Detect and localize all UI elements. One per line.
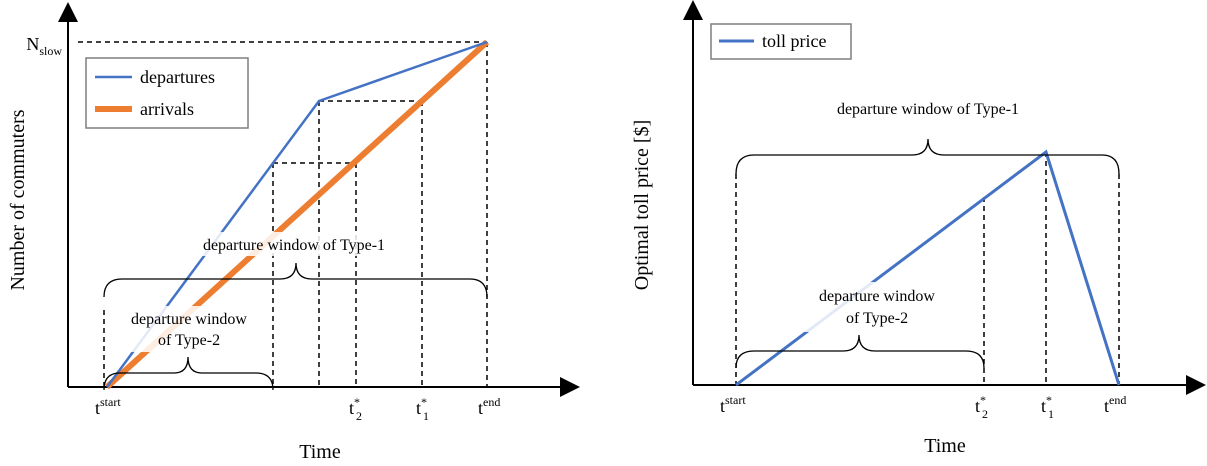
left-type2-annotation-line1: departure window <box>131 311 247 328</box>
right-type2-window-brace <box>735 334 985 369</box>
type2-window-brace <box>103 356 274 391</box>
right-tick-t1: t* <box>1041 393 1052 416</box>
left-tick-tstart: tstart <box>95 395 121 418</box>
left-tick-tend: tend <box>478 395 500 418</box>
right-y-axis-title: Optimal toll price [$] <box>631 120 653 291</box>
right-type2-annotation-line2: of Type-2 <box>846 310 908 327</box>
left-legend: departures arrivals <box>85 57 249 129</box>
left-guides <box>78 41 488 387</box>
right-tick-tend: tend <box>1104 393 1126 416</box>
left-tick-t2: t* <box>349 395 360 418</box>
left-tick-t1-sub: 1 <box>423 409 429 423</box>
right-tick-t2: t* <box>975 393 986 416</box>
legend-departures: departures <box>140 67 215 87</box>
right-x-axis-title: Time <box>924 435 966 457</box>
right-type1-annotation: departure window of Type-1 <box>837 101 1019 118</box>
right-type2-annotation-line1: departure window <box>819 288 935 305</box>
left-type2-annotation-line2: of Type-2 <box>158 332 220 349</box>
right-tick-t2-sub: 2 <box>982 407 988 421</box>
right-legend: toll price <box>710 23 852 60</box>
left-x-axis-title: Time <box>299 441 341 463</box>
left-tick-t1: t* <box>416 395 427 418</box>
toll-price-line <box>735 149 1121 387</box>
legend-toll-price: toll price <box>762 31 826 51</box>
right-panel: departure window of Type-1 departure win… <box>631 0 1206 457</box>
left-tick-t2-sub: 2 <box>356 409 362 423</box>
left-y-axis-title: Number of commuters <box>7 109 29 290</box>
right-type1-window-brace <box>735 138 1120 175</box>
y-tick-nslow: Nslow <box>26 34 62 58</box>
right-guides <box>735 152 1120 385</box>
left-type1-annotation: departure window of Type-1 <box>203 237 385 254</box>
type1-window-brace <box>103 262 488 298</box>
departures-line <box>105 40 488 388</box>
right-tick-tstart: tstart <box>720 393 746 416</box>
left-panel: departure window of Type-1 departure win… <box>7 2 580 463</box>
legend-arrivals: arrivals <box>140 99 194 119</box>
right-tick-t1-sub: 1 <box>1048 407 1054 421</box>
